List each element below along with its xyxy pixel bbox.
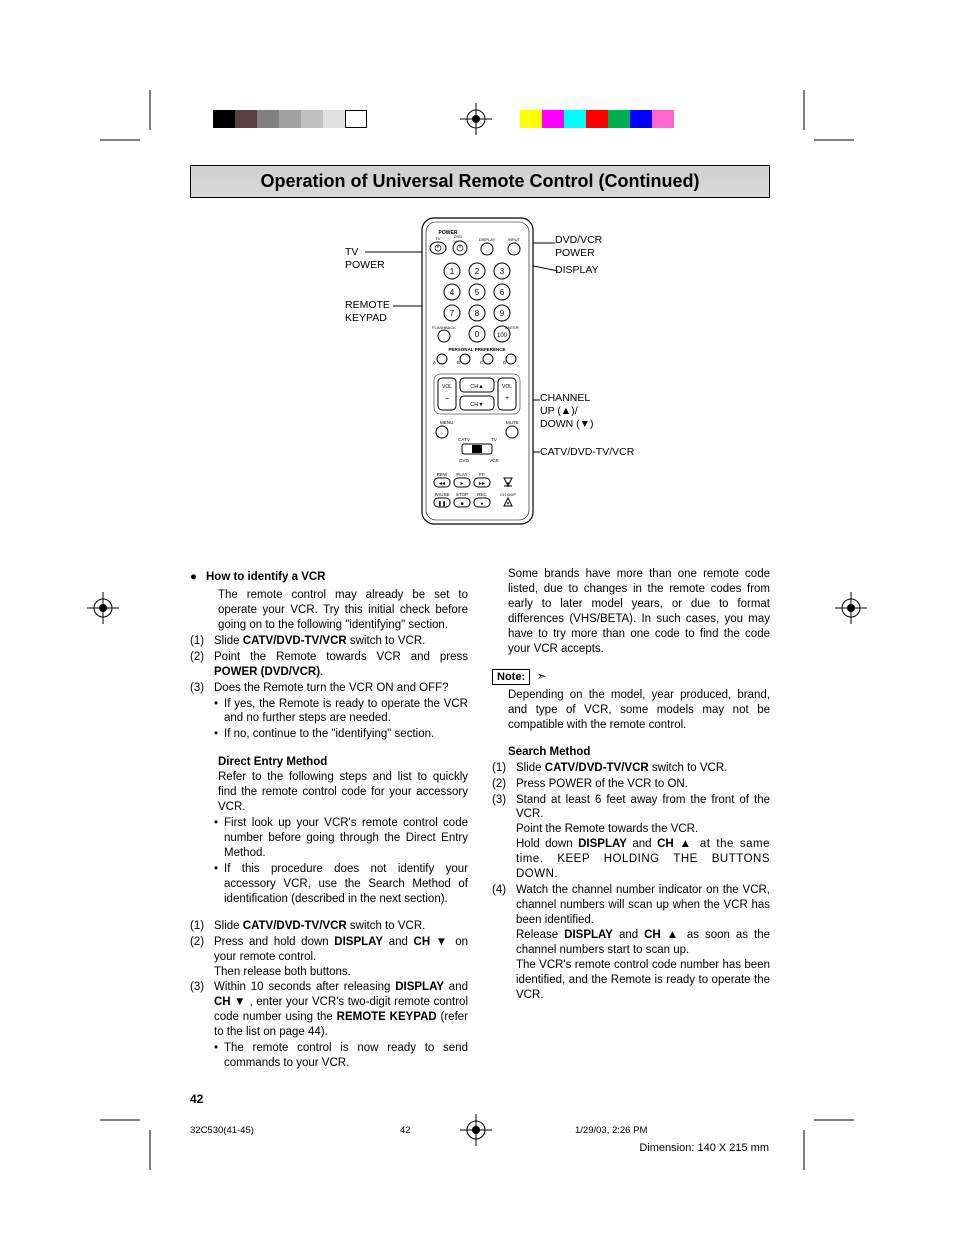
callout-catv: CATV/DVD-TV/VCR bbox=[540, 446, 634, 459]
svg-text:STOP: STOP bbox=[456, 492, 468, 497]
svg-text:100: 100 bbox=[497, 333, 508, 339]
svg-text:+: + bbox=[505, 395, 509, 402]
svg-text:DVD: DVD bbox=[459, 458, 469, 463]
svg-text:0: 0 bbox=[475, 330, 480, 339]
svg-text:TV: TV bbox=[491, 437, 497, 442]
footer-date: 1/29/03, 2:26 PM bbox=[575, 1125, 647, 1136]
svg-text:ENTER: ENTER bbox=[505, 325, 519, 330]
svg-text:CH SKIP: CH SKIP bbox=[500, 492, 516, 497]
svg-text:6: 6 bbox=[500, 288, 505, 297]
registration-mark-left bbox=[87, 592, 119, 624]
right-column: Some brands have more than one remote co… bbox=[492, 567, 770, 1072]
color-bar-2 bbox=[520, 110, 674, 128]
svg-text:8: 8 bbox=[475, 309, 480, 318]
svg-text:MUTE: MUTE bbox=[506, 420, 519, 425]
heading-direct-entry: Direct Entry Method bbox=[190, 755, 468, 770]
svg-text:DISPLAY: DISPLAY bbox=[479, 237, 496, 242]
svg-text:2: 2 bbox=[475, 267, 480, 276]
svg-text:A: A bbox=[433, 360, 436, 365]
heading-search-method: Search Method bbox=[492, 745, 770, 760]
callout-tv-power: TV POWER bbox=[345, 246, 385, 272]
svg-text:TV: TV bbox=[435, 236, 440, 241]
svg-text:REW: REW bbox=[437, 472, 448, 477]
svg-text:●: ● bbox=[480, 501, 483, 507]
registration-mark-right bbox=[835, 592, 867, 624]
svg-text:9: 9 bbox=[500, 309, 505, 318]
callout-remote-keypad: REMOTE KEYPAD bbox=[345, 299, 390, 325]
note-text: Depending on the model, year produced, b… bbox=[492, 688, 770, 733]
note-label: Note: bbox=[492, 669, 530, 685]
svg-text:3: 3 bbox=[500, 267, 505, 276]
svg-text:CH▲: CH▲ bbox=[470, 384, 483, 390]
svg-text:7: 7 bbox=[450, 309, 455, 318]
footer-doc: 32C530(41-45) bbox=[190, 1125, 254, 1136]
heading-identify-vcr: How to identify a VCR bbox=[206, 571, 325, 583]
svg-text:VOL: VOL bbox=[442, 384, 452, 390]
svg-text:1: 1 bbox=[450, 267, 455, 276]
svg-text:▸: ▸ bbox=[460, 481, 463, 487]
svg-text:PLAY: PLAY bbox=[456, 472, 467, 477]
svg-text:VOL: VOL bbox=[502, 384, 512, 390]
color-bar-1 bbox=[213, 110, 367, 128]
footer-dimension: Dimension: 140 X 215 mm bbox=[639, 1142, 769, 1154]
svg-text:FLASHBACK: FLASHBACK bbox=[432, 325, 456, 330]
page-title: Operation of Universal Remote Control (C… bbox=[190, 165, 770, 198]
svg-text:VCR: VCR bbox=[489, 458, 499, 463]
registration-mark-top bbox=[460, 103, 492, 135]
svg-text:4: 4 bbox=[450, 288, 455, 297]
svg-text:INPUT: INPUT bbox=[508, 237, 521, 242]
svg-text:❚❚: ❚❚ bbox=[438, 501, 446, 507]
remote-diagram: TV POWER REMOTE KEYPAD DVD/VCR POWER DIS… bbox=[190, 216, 770, 561]
footer-page: 42 bbox=[400, 1125, 411, 1136]
remote-body: POWER TV DVD VCR DISPLAY INPUT 1 2 3 4 5… bbox=[420, 216, 535, 526]
svg-text:PAUSE: PAUSE bbox=[435, 492, 450, 497]
page-number: 42 bbox=[190, 1092, 203, 1106]
svg-text:MENU: MENU bbox=[440, 420, 453, 425]
svg-text:◂◂: ◂◂ bbox=[439, 481, 445, 487]
note-arrow-icon: ➣ bbox=[536, 669, 546, 685]
svg-text:FF: FF bbox=[479, 472, 485, 477]
svg-text:REC: REC bbox=[477, 492, 487, 497]
svg-text:■: ■ bbox=[460, 501, 463, 507]
svg-text:–: – bbox=[445, 395, 449, 402]
para-identify: The remote control may already be set to… bbox=[190, 588, 468, 633]
svg-text:CATV: CATV bbox=[458, 437, 470, 442]
callout-channel: CHANNEL UP (▲)/ DOWN (▼) bbox=[540, 392, 594, 431]
callout-display: DISPLAY bbox=[555, 264, 599, 277]
left-column: ● How to identify a VCR The remote contr… bbox=[190, 567, 468, 1072]
callout-dvd-vcr-power: DVD/VCR POWER bbox=[555, 234, 602, 260]
svg-text:B: B bbox=[457, 360, 460, 365]
svg-text:5: 5 bbox=[475, 288, 480, 297]
svg-text:PERSONAL PREFERENCE: PERSONAL PREFERENCE bbox=[449, 347, 506, 352]
registration-mark-bottom bbox=[460, 1114, 492, 1146]
para-brands: Some brands have more than one remote co… bbox=[492, 567, 770, 657]
svg-text:▸▸: ▸▸ bbox=[479, 481, 485, 487]
svg-text:CH▼: CH▼ bbox=[470, 402, 483, 408]
